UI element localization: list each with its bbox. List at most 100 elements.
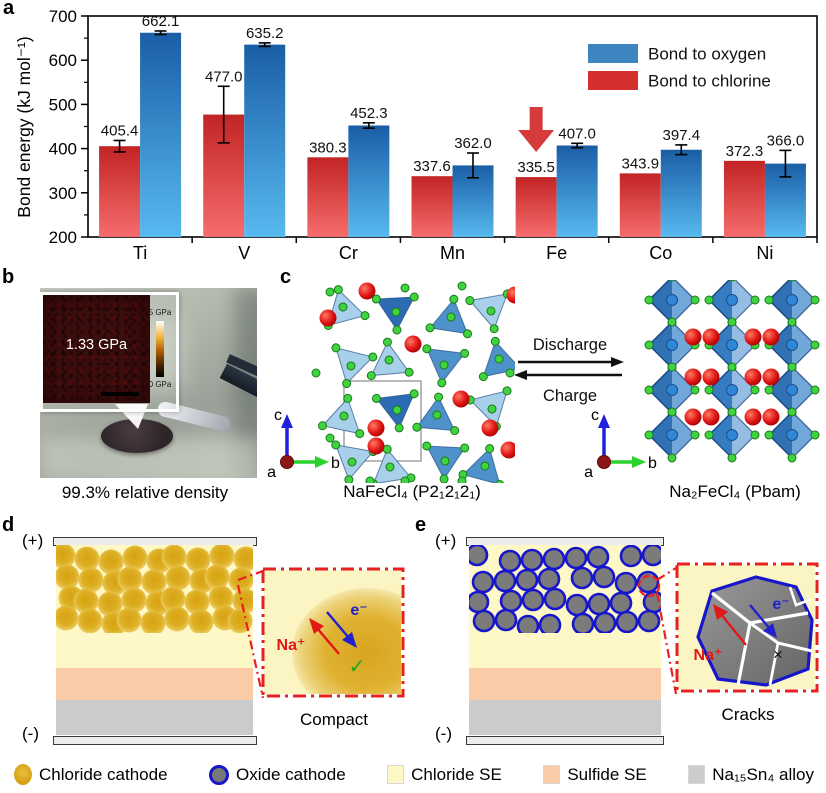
tetrahedron [478,336,515,382]
legend-oxide-cathode: Oxide cathode [209,764,346,785]
sulfide-se-layer-e [469,668,661,700]
value-label-chlorine-Fe: 335.5 [517,159,555,176]
octahedron [704,280,760,328]
axis-c-label: c [274,407,282,424]
panel-a-label: a [3,0,15,19]
chloride-se-layer-e [465,543,666,668]
tetrahedron [422,441,470,483]
legend-label: Sulfide SE [567,764,647,784]
bar-chlorine-Mn: 337.6 [411,158,453,237]
na-atom [319,309,337,327]
compact-inset-annotations: Na⁺ e⁻ ✓ [277,602,368,678]
tetrahedron [371,389,419,433]
na-atom [500,441,515,459]
na-atom [404,335,422,353]
legend-label: Chloride SE [411,764,502,784]
na-atom [702,408,720,426]
bar-chlorine-V: 477.0 [203,68,245,237]
na-atom [684,408,702,426]
bottom-electrode-e [466,736,664,745]
svg-text:700: 700 [49,7,77,26]
na-atom [452,390,470,408]
inset-connector-d [236,569,265,699]
alloy-layer-d [56,700,253,735]
svg-text:Ti: Ti [133,243,147,263]
bar-chlorine-Co: 343.9 [619,155,661,237]
legend-label: Na₁₅Sn₄ alloy [712,764,814,784]
octahedron [644,280,700,328]
chloride-cathode-particles [50,543,259,637]
chart-svg: 200 300 400 500 600 700 Ti V Cr Mn Fe Co Ni Bond ener… [14,7,818,263]
svg-text:Bond to oxygen: Bond to oxygen [648,45,766,64]
svg-text:Co: Co [649,243,672,263]
a-axis-dot [280,455,294,469]
legend-label: Chloride cathode [39,764,168,784]
axis-a-label: a [267,464,276,480]
inset-border-e [675,562,819,693]
na-atom [762,328,780,346]
legend-label: Oxide cathode [236,764,346,784]
tetrahedron [331,343,378,388]
svg-text:600: 600 [49,51,77,70]
na-atom [367,437,385,455]
na-atom [762,408,780,426]
axis-triad-right: c b a [584,407,657,480]
colorbar-max-label: 5 GPa [148,308,172,317]
bar-oxygen-Ti: 662.1 [140,13,182,237]
crack-line [736,622,752,686]
octahedron [764,317,820,373]
modulus-map-inset: 1.33 GPa 5 GPa 0 GPa [40,292,179,412]
na-ion-label-e: Na⁺ [694,647,723,664]
axis-b-label: b [331,455,340,472]
tetrahedron [458,444,505,483]
cracked-particle-inset: Na⁺ e⁻ × [678,565,815,689]
oxide-cathode-particles [465,543,666,638]
legend-chloride-se: Chloride SE [387,765,502,785]
na-atom [702,368,720,386]
na2fecl4-structure [644,280,820,463]
compact-caption: Compact [299,710,369,729]
electron-label-e: e⁻ [772,596,789,613]
tetrahedron [422,344,470,388]
value-label-oxygen-Mn: 362.0 [454,135,492,152]
electron-arrow [342,632,357,648]
svg-text:300: 300 [49,184,77,203]
crack-line [788,586,813,607]
value-label-oxygen-Fe: 407.0 [558,125,596,142]
cracked-particle-drawing: Na⁺ e⁻ × [694,575,814,687]
value-label-chlorine-Ni: 372.3 [726,143,764,160]
na-arrow [309,618,324,634]
na-atom [684,328,702,346]
bottom-electrode-d [53,736,257,745]
bar-oxygen-V: 635.2 [244,25,286,237]
charge-arrow-head [514,370,527,380]
na-atom [684,368,702,386]
legend-alloy: Na₁₅Sn₄ alloy [688,765,814,785]
na-atom [481,419,499,437]
charge-label: Charge [542,387,598,405]
chart-legend: Bond to oxygen Bond to chlorine [588,44,771,91]
chloride-se-layer [50,543,259,668]
crack-line [768,642,780,686]
value-label-chlorine-Mn: 337.6 [413,158,451,175]
value-label-chlorine-Cr: 380.3 [309,139,347,156]
svg-text:Cr: Cr [339,243,358,263]
svg-text:Fe: Fe [546,243,567,263]
bar-oxygen-Ni: 366.0 [764,132,806,237]
compact-particle-inset: Na⁺ e⁻ ✓ [264,570,401,694]
tetrahedron [366,337,414,381]
na-atom [744,408,762,426]
discharge-label: Discharge [532,336,608,354]
equilibrium-arrows [514,357,624,380]
axis-c-label: c [591,407,599,424]
svg-text:Ni: Ni [756,243,773,263]
discharge-arrow-head [611,357,624,367]
chloride-se-swatch [387,765,405,784]
b-axis-arrow [632,456,646,468]
na-ion-label-d: Na⁺ [277,637,306,654]
a-axis-dot [597,455,611,469]
panel-d-label: d [2,514,15,536]
chloride-cathode-swatch [14,764,32,785]
octahedron [704,362,760,418]
